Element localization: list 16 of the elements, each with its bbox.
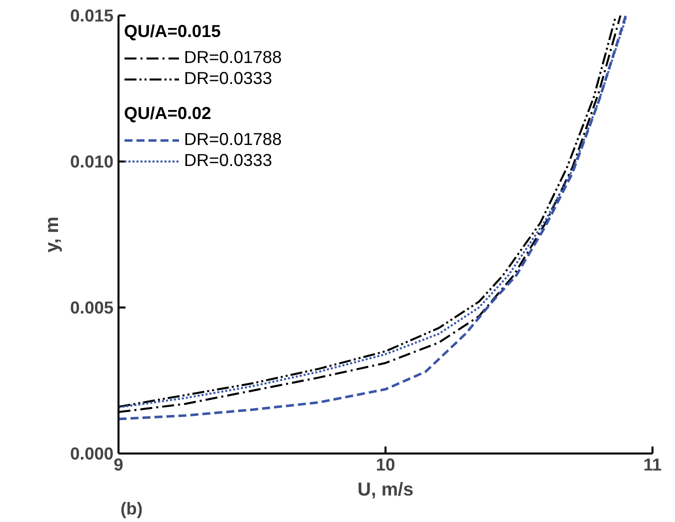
y-tick-label: 0.010	[70, 152, 114, 172]
legend-label: DR=0.01788	[184, 129, 282, 150]
annotation: QU/A=0.02	[124, 103, 212, 124]
annotation: QU/A=0.015	[124, 21, 222, 42]
legend-label: DR=0.01788	[184, 47, 282, 68]
legend-label: DR=0.0333	[184, 150, 272, 171]
y-tick-label: 0.000	[70, 444, 114, 464]
y-tick-label: 0.005	[70, 298, 114, 318]
y-axis-title: y, m	[41, 216, 62, 252]
x-tick-label: 9	[114, 454, 124, 474]
x-tick-label: 10	[376, 454, 396, 474]
text: (b)	[120, 498, 143, 518]
y-tick-label: 0.015	[70, 6, 114, 26]
legend-label: DR=0.0333	[184, 68, 272, 89]
x-axis-title: U, m/s	[358, 478, 414, 500]
x-tick-label: 11	[643, 454, 662, 474]
